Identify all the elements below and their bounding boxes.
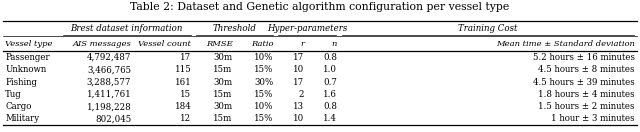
Text: Training Cost: Training Cost <box>458 24 518 33</box>
Text: 1.4: 1.4 <box>323 114 337 124</box>
Text: Tug: Tug <box>5 90 22 99</box>
Text: 10%: 10% <box>254 53 274 62</box>
Text: 1,411,761: 1,411,761 <box>86 90 131 99</box>
Text: Hyper-parameters: Hyper-parameters <box>268 24 348 33</box>
Text: 15%: 15% <box>254 114 274 124</box>
Text: 10%: 10% <box>254 102 274 111</box>
Text: 1.0: 1.0 <box>323 65 337 74</box>
Text: 15m: 15m <box>213 114 232 124</box>
Text: Table 2: Dataset and Genetic algorithm configuration per vessel type: Table 2: Dataset and Genetic algorithm c… <box>131 2 509 12</box>
Text: Cargo: Cargo <box>5 102 31 111</box>
Text: 13: 13 <box>293 102 304 111</box>
Text: AIS messages: AIS messages <box>72 40 131 48</box>
Text: 10: 10 <box>293 114 304 124</box>
Text: 15m: 15m <box>213 90 232 99</box>
Text: 161: 161 <box>175 78 191 87</box>
Text: 1,198,228: 1,198,228 <box>86 102 131 111</box>
Text: 5.2 hours ± 16 minutes: 5.2 hours ± 16 minutes <box>533 53 635 62</box>
Text: 17: 17 <box>180 53 191 62</box>
Text: Mean time ± Standard deviation: Mean time ± Standard deviation <box>496 40 635 48</box>
Text: 15: 15 <box>180 90 191 99</box>
Text: 184: 184 <box>175 102 191 111</box>
Text: 15%: 15% <box>254 90 274 99</box>
Text: Unknown: Unknown <box>5 65 46 74</box>
Text: Fishing: Fishing <box>5 78 37 87</box>
Text: Brest dataset information: Brest dataset information <box>70 24 183 33</box>
Text: 1.8 hours ± 4 minutes: 1.8 hours ± 4 minutes <box>538 90 635 99</box>
Text: 12: 12 <box>180 114 191 124</box>
Text: r: r <box>300 40 304 48</box>
Text: 10: 10 <box>293 65 304 74</box>
Text: 1.5 hours ± 2 minutes: 1.5 hours ± 2 minutes <box>538 102 635 111</box>
Text: 30%: 30% <box>255 78 274 87</box>
Text: 15%: 15% <box>254 65 274 74</box>
Text: 0.7: 0.7 <box>323 78 337 87</box>
Text: 115: 115 <box>175 65 191 74</box>
Text: Ratio: Ratio <box>252 40 274 48</box>
Text: 2: 2 <box>299 90 304 99</box>
Text: 1 hour ± 3 minutes: 1 hour ± 3 minutes <box>551 114 635 124</box>
Text: Military: Military <box>5 114 39 124</box>
Text: 4.5 hours ± 8 minutes: 4.5 hours ± 8 minutes <box>538 65 635 74</box>
Text: 30m: 30m <box>213 102 232 111</box>
Text: 3,288,577: 3,288,577 <box>87 78 131 87</box>
Text: RMSE: RMSE <box>206 40 232 48</box>
Text: 0.8: 0.8 <box>323 53 337 62</box>
Text: 15m: 15m <box>213 65 232 74</box>
Text: 3,466,765: 3,466,765 <box>87 65 131 74</box>
Text: 802,045: 802,045 <box>95 114 131 124</box>
Text: Vessel count: Vessel count <box>138 40 191 48</box>
Text: 0.8: 0.8 <box>323 102 337 111</box>
Text: 17: 17 <box>293 78 304 87</box>
Text: Vessel type: Vessel type <box>5 40 52 48</box>
Text: Threshold: Threshold <box>212 24 257 33</box>
Text: 4,792,487: 4,792,487 <box>87 53 131 62</box>
Text: Passenger: Passenger <box>5 53 50 62</box>
Text: 30m: 30m <box>213 53 232 62</box>
Text: 4.5 hours ± 39 minutes: 4.5 hours ± 39 minutes <box>533 78 635 87</box>
Text: 1.6: 1.6 <box>323 90 337 99</box>
Text: 30m: 30m <box>213 78 232 87</box>
Text: 17: 17 <box>293 53 304 62</box>
Text: n: n <box>332 40 337 48</box>
